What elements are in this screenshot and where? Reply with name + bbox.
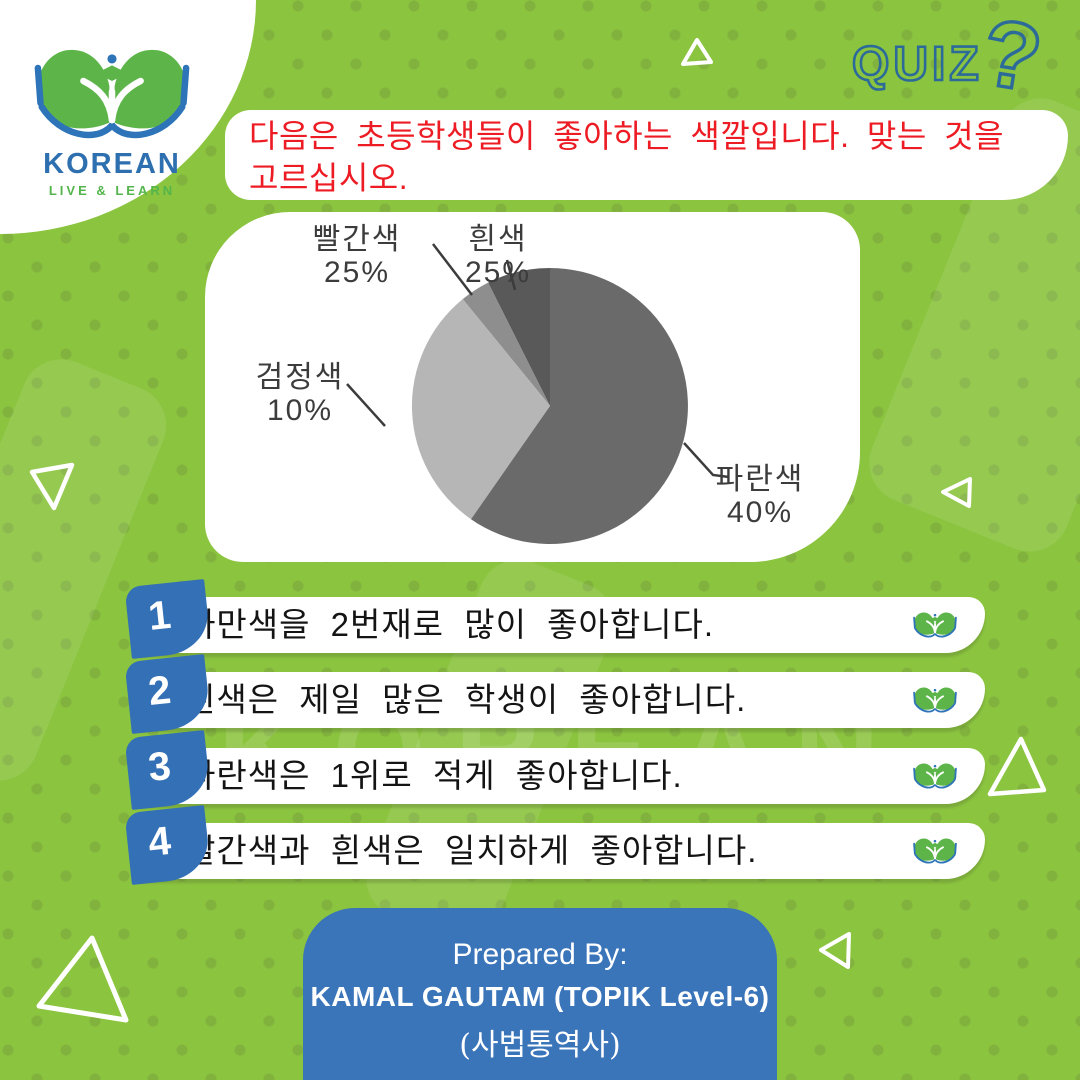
triangle-decoration	[36, 935, 129, 1023]
pie-label-black: 검정색 10%	[256, 361, 345, 427]
option-text-4: 빨간색과 흰색은 일치하게 좋아합니다.	[185, 832, 758, 869]
svg-text:?: ?	[975, 0, 1048, 111]
question-line-2: 고르십시오.	[249, 160, 409, 196]
footer-prepared-by: Prepared By:	[452, 938, 628, 971]
leader-line-blue	[683, 442, 730, 479]
option-text-2: 흰색은 제일 많은 학생이 좋아합니다.	[185, 681, 747, 718]
footer-subtitle: (사법통역사)	[459, 1028, 621, 1063]
pie-label-blue-pct: 40%	[726, 496, 794, 529]
question-box: 다음은 초등학생들이 좋아하는 색깔입니다. 맞는 것을 고르십시오.	[225, 110, 1068, 200]
pie-label-white-name: 흰색	[468, 223, 528, 256]
pie-label-blue-name: 파란색	[715, 463, 805, 496]
open-book-logo-icon	[33, 42, 191, 146]
pie-chart	[346, 243, 730, 544]
option-pill-4[interactable]: 빨간색과 흰색은 일치하게 좋아합니다.	[137, 823, 985, 879]
brand-tagline: LIVE & LEARN	[48, 183, 176, 198]
pie-label-blue: 파란색 40%	[716, 463, 805, 529]
pie-label-red: 빨간색 25%	[313, 223, 402, 289]
brand-corner-panel: KOREAN LIVE & LEARN	[0, 0, 256, 234]
option-pill-3[interactable]: 파란색은 1위로 적게 좋아합니다.	[137, 748, 985, 804]
triangle-decoration	[681, 38, 713, 66]
quiz-outline-title: QUIZ	[851, 37, 983, 93]
book-logo-icon	[913, 610, 957, 640]
triangle-decoration	[987, 736, 1047, 797]
pie-chart-card: 빨간색 25% 흰색 25% 검정색 10% 파란색 40%	[205, 212, 860, 562]
brand-name: KOREAN	[43, 148, 181, 180]
triangle-decoration	[819, 932, 851, 969]
triangle-decoration	[941, 477, 972, 508]
book-logo-icon	[913, 685, 957, 715]
leader-line-black	[346, 383, 386, 427]
pie-label-black-name: 검정색	[255, 361, 345, 394]
question-line-1: 다음은 초등학생들이 좋아하는 색깔입니다. 맞는 것을	[249, 118, 1005, 154]
footer-panel: Prepared By: KAMAL GAUTAM (TOPIK Level-6…	[303, 908, 777, 1080]
pie-slice-2	[462, 282, 550, 406]
option-text-1: 까만색을 2번재로 많이 좋아합니다.	[185, 606, 715, 643]
quiz-title-text: QUIZ	[852, 38, 983, 91]
pie-label-black-pct: 10%	[266, 394, 334, 427]
question-mark-icon: ?	[974, 0, 1051, 113]
option-pill-1[interactable]: 까만색을 2번재로 많이 좋아합니다.	[137, 597, 985, 653]
book-logo-icon	[913, 761, 957, 791]
book-logo-icon	[913, 836, 957, 866]
pie-label-red-pct: 25%	[323, 256, 391, 289]
leader-line-red	[432, 243, 473, 296]
pie-slice-0	[471, 268, 688, 544]
leader-line-white	[505, 259, 517, 291]
footer-author-name: KAMAL GAUTAM (TOPIK Level-6)	[310, 981, 770, 1012]
pie-label-red-name: 빨간색	[312, 223, 402, 256]
triangle-decoration	[29, 462, 75, 511]
pie-label-white: 흰색 25%	[465, 223, 531, 289]
pie-label-white-pct: 25%	[464, 256, 532, 289]
brand-logo: KOREAN LIVE & LEARN	[30, 42, 194, 198]
pie-slice-1	[411, 299, 550, 520]
option-pill-2[interactable]: 흰색은 제일 많은 학생이 좋아합니다.	[137, 672, 985, 728]
option-text-3: 파란색은 1위로 적게 좋아합니다.	[185, 757, 683, 794]
pie-slice-3	[488, 267, 550, 406]
